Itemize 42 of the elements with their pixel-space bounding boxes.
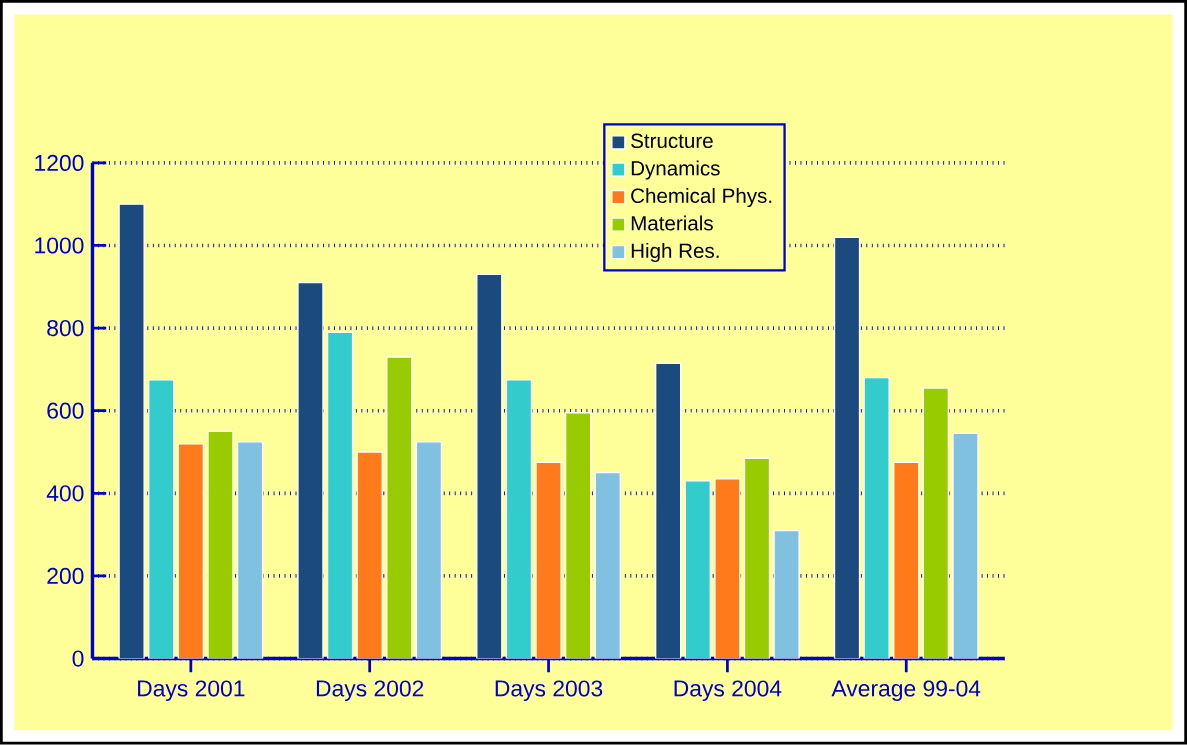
y-tick-label: 400 xyxy=(46,485,84,502)
bar xyxy=(297,282,324,659)
bar xyxy=(922,387,950,659)
legend-label: Structure xyxy=(631,133,713,149)
x-tick-label: Days 2002 xyxy=(316,680,424,702)
x-tick-label: Days 2003 xyxy=(495,680,603,702)
bar xyxy=(863,377,890,659)
y-tick-label: 200 xyxy=(47,568,84,585)
bar xyxy=(684,480,711,659)
x-tick-label: Days 2001 xyxy=(138,680,245,702)
bar xyxy=(177,443,205,659)
bar xyxy=(236,441,264,659)
legend-label: Materials xyxy=(631,215,713,231)
bar xyxy=(535,461,562,659)
legend-label: Chemical Phys. xyxy=(631,188,772,208)
bar xyxy=(564,412,592,659)
legend-label: Dynamics xyxy=(631,160,720,180)
bar xyxy=(415,441,443,659)
y-tick-label: 800 xyxy=(47,320,84,337)
bar xyxy=(773,530,800,659)
bar xyxy=(505,379,533,659)
bar xyxy=(952,432,979,659)
bar xyxy=(476,273,503,659)
bar xyxy=(893,461,920,659)
bar xyxy=(743,457,771,659)
y-tick-label: 0 xyxy=(72,650,84,667)
bar xyxy=(714,478,741,659)
bar xyxy=(207,430,234,659)
bar xyxy=(148,379,175,659)
x-tick-label: Days 2004 xyxy=(674,680,782,702)
bar xyxy=(118,203,145,659)
bar xyxy=(356,451,383,659)
y-tick-label: 600 xyxy=(47,402,84,420)
y-tick-label: 1200 xyxy=(35,155,84,172)
y-tick-label: 1000 xyxy=(35,237,84,254)
bar xyxy=(594,472,621,659)
bar xyxy=(386,356,413,659)
bar xyxy=(833,236,861,659)
bar xyxy=(326,331,354,659)
legend-label: High Res. xyxy=(631,243,719,263)
x-tick-label: Average 99-04 xyxy=(831,680,981,702)
bar xyxy=(654,362,682,659)
